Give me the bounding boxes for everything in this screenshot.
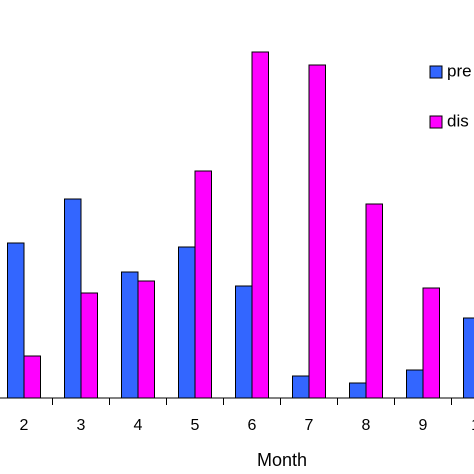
legend-swatch — [429, 65, 443, 79]
bar — [23, 355, 41, 399]
bar — [178, 246, 196, 399]
bar — [80, 292, 98, 399]
legend-label: dis — [447, 111, 469, 130]
bar — [422, 287, 440, 399]
x-tick-label: 8 — [362, 417, 371, 434]
bar — [292, 375, 310, 399]
bar — [406, 369, 424, 399]
x-tick-label: 2 — [20, 417, 29, 434]
bar — [463, 317, 474, 399]
x-tick-label: 7 — [305, 417, 314, 434]
legend-swatch — [429, 115, 443, 129]
bar — [121, 271, 139, 399]
x-tick-label: 4 — [134, 417, 143, 434]
bar — [7, 242, 25, 399]
bar — [365, 203, 383, 399]
x-tick-label: 3 — [77, 417, 86, 434]
bar — [235, 285, 253, 399]
legend-label: pre — [447, 61, 472, 80]
x-tick-label: 5 — [191, 417, 200, 434]
bar — [349, 382, 367, 399]
bar — [308, 64, 326, 399]
x-tick-label: 9 — [419, 417, 428, 434]
x-tick-label: 10 — [471, 417, 474, 434]
bar — [194, 170, 212, 399]
x-tick-label: 6 — [248, 417, 257, 434]
x-axis-title: Month — [257, 450, 307, 470]
bar — [64, 198, 82, 399]
bar — [137, 280, 155, 399]
bar — [251, 51, 269, 399]
